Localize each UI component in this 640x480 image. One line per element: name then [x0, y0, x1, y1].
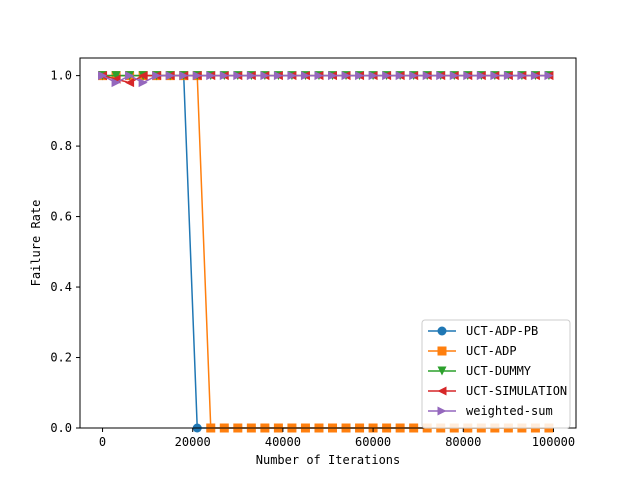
data-point [125, 78, 135, 88]
legend-label: weighted-sum [466, 404, 553, 418]
data-point [219, 71, 229, 81]
legend-item: UCT-ADP-PB [428, 324, 538, 338]
y-tick-label: 0.4 [50, 280, 72, 294]
y-tick-label: 0.8 [50, 139, 72, 153]
data-point [260, 71, 270, 81]
data-point [422, 71, 432, 81]
data-point [395, 71, 405, 81]
series-line [102, 74, 549, 84]
data-point [409, 71, 419, 81]
data-point [152, 71, 162, 81]
legend: UCT-ADP-PB UCT-ADP UCT-DUMMY UCT-SIMULATION… [421, 319, 571, 429]
x-tick-label: 0 [99, 435, 106, 449]
data-point [449, 71, 459, 81]
legend-marker [437, 346, 447, 356]
data-point [355, 71, 365, 81]
legend-item: UCT-ADP [428, 344, 517, 358]
data-point [476, 71, 486, 81]
data-point [233, 71, 243, 81]
y-tick-label: 0.2 [50, 351, 72, 365]
x-axis-label: Number of Iterations [256, 453, 401, 467]
x-tick-label: 80000 [445, 435, 481, 449]
legend-label: UCT-DUMMY [466, 364, 532, 378]
data-point [179, 71, 189, 81]
data-point [463, 71, 473, 81]
data-point [503, 71, 513, 81]
legend-marker [437, 366, 447, 376]
legend-label: UCT-ADP-PB [466, 324, 538, 338]
x-tick-label: 40000 [265, 435, 301, 449]
legend-item: UCT-DUMMY [428, 364, 532, 378]
y-tick-label: 0.6 [50, 210, 72, 224]
x-tick-label: 20000 [175, 435, 211, 449]
data-point [125, 71, 135, 81]
legend-marker [437, 386, 447, 396]
data-point [165, 71, 175, 81]
series-weighted-sum [98, 71, 554, 88]
data-point [314, 71, 324, 81]
legend-label: UCT-SIMULATION [466, 384, 567, 398]
y-axis-label: Failure Rate [29, 200, 43, 287]
data-point [287, 71, 297, 81]
data-point [273, 71, 283, 81]
data-point [98, 71, 108, 81]
legend-item: weighted-sum [428, 404, 553, 418]
x-tick-label: 100000 [532, 435, 575, 449]
axes-frame [79, 57, 577, 429]
legend-label: UCT-ADP [466, 344, 517, 358]
legend-item: UCT-SIMULATION [428, 384, 567, 398]
y-tick-label: 0.0 [50, 421, 72, 435]
data-point [111, 78, 121, 88]
data-point [544, 71, 554, 81]
data-point [341, 71, 351, 81]
data-point [382, 71, 392, 81]
data-point [436, 71, 446, 81]
x-tick-label: 60000 [355, 435, 391, 449]
data-point [192, 71, 202, 81]
data-point [300, 71, 310, 81]
y-tick-label: 1.0 [50, 69, 72, 83]
data-point [490, 71, 500, 81]
data-point [328, 71, 338, 81]
data-point [138, 71, 148, 81]
data-point [138, 78, 148, 88]
x-axis: 0 20000 40000 60000 80000 100000 [99, 428, 575, 449]
legend-box [421, 319, 571, 429]
legend-marker [437, 326, 447, 336]
data-point [517, 71, 527, 81]
data-point [246, 71, 256, 81]
data-point [111, 71, 121, 81]
data-point [530, 71, 540, 81]
data-point [368, 71, 378, 81]
data-point [206, 71, 216, 81]
legend-marker [437, 406, 447, 416]
y-axis: 0.0 0.2 0.4 0.6 0.8 1.0 [50, 69, 80, 435]
